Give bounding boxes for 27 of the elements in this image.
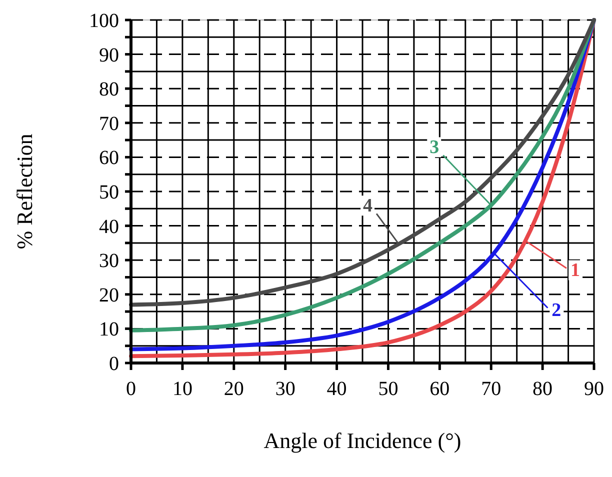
text: 2 — [552, 300, 562, 321]
y-tick-label: 60 — [99, 147, 119, 170]
y-axis-title: % Reflection — [12, 134, 37, 250]
x-tick-label: 90 — [584, 378, 604, 400]
x-tick-label: 70 — [481, 378, 502, 400]
y-tick-label: 30 — [99, 250, 119, 272]
x-tick-label: 60 — [430, 378, 450, 400]
y-tick-label: 90 — [99, 44, 119, 66]
y-tick-label: 20 — [99, 284, 119, 306]
series-label: 4 — [363, 196, 374, 217]
y-tick-label: 80 — [99, 78, 119, 101]
x-tick-label: 80 — [532, 378, 553, 400]
y-tick-label: 0 — [109, 353, 119, 375]
x-tick-label: 30 — [275, 378, 296, 400]
text: 1 — [570, 260, 580, 282]
y-tick-label: 70 — [99, 112, 119, 135]
y-tick-label: 10 — [99, 318, 119, 341]
text: 3 — [430, 137, 440, 158]
x-tick-label: 50 — [378, 378, 398, 400]
y-tick-label: 40 — [99, 216, 119, 238]
y-tick-label: 50 — [99, 182, 119, 204]
x-axis-title: Angle of Incidence (°) — [264, 428, 462, 453]
x-tick-label: 10 — [172, 378, 192, 400]
x-tick-label: 20 — [224, 378, 244, 400]
y-tick-label: 100 — [89, 10, 119, 32]
x-tick-label: 40 — [326, 378, 347, 400]
x-tick-label: 0 — [126, 378, 136, 400]
